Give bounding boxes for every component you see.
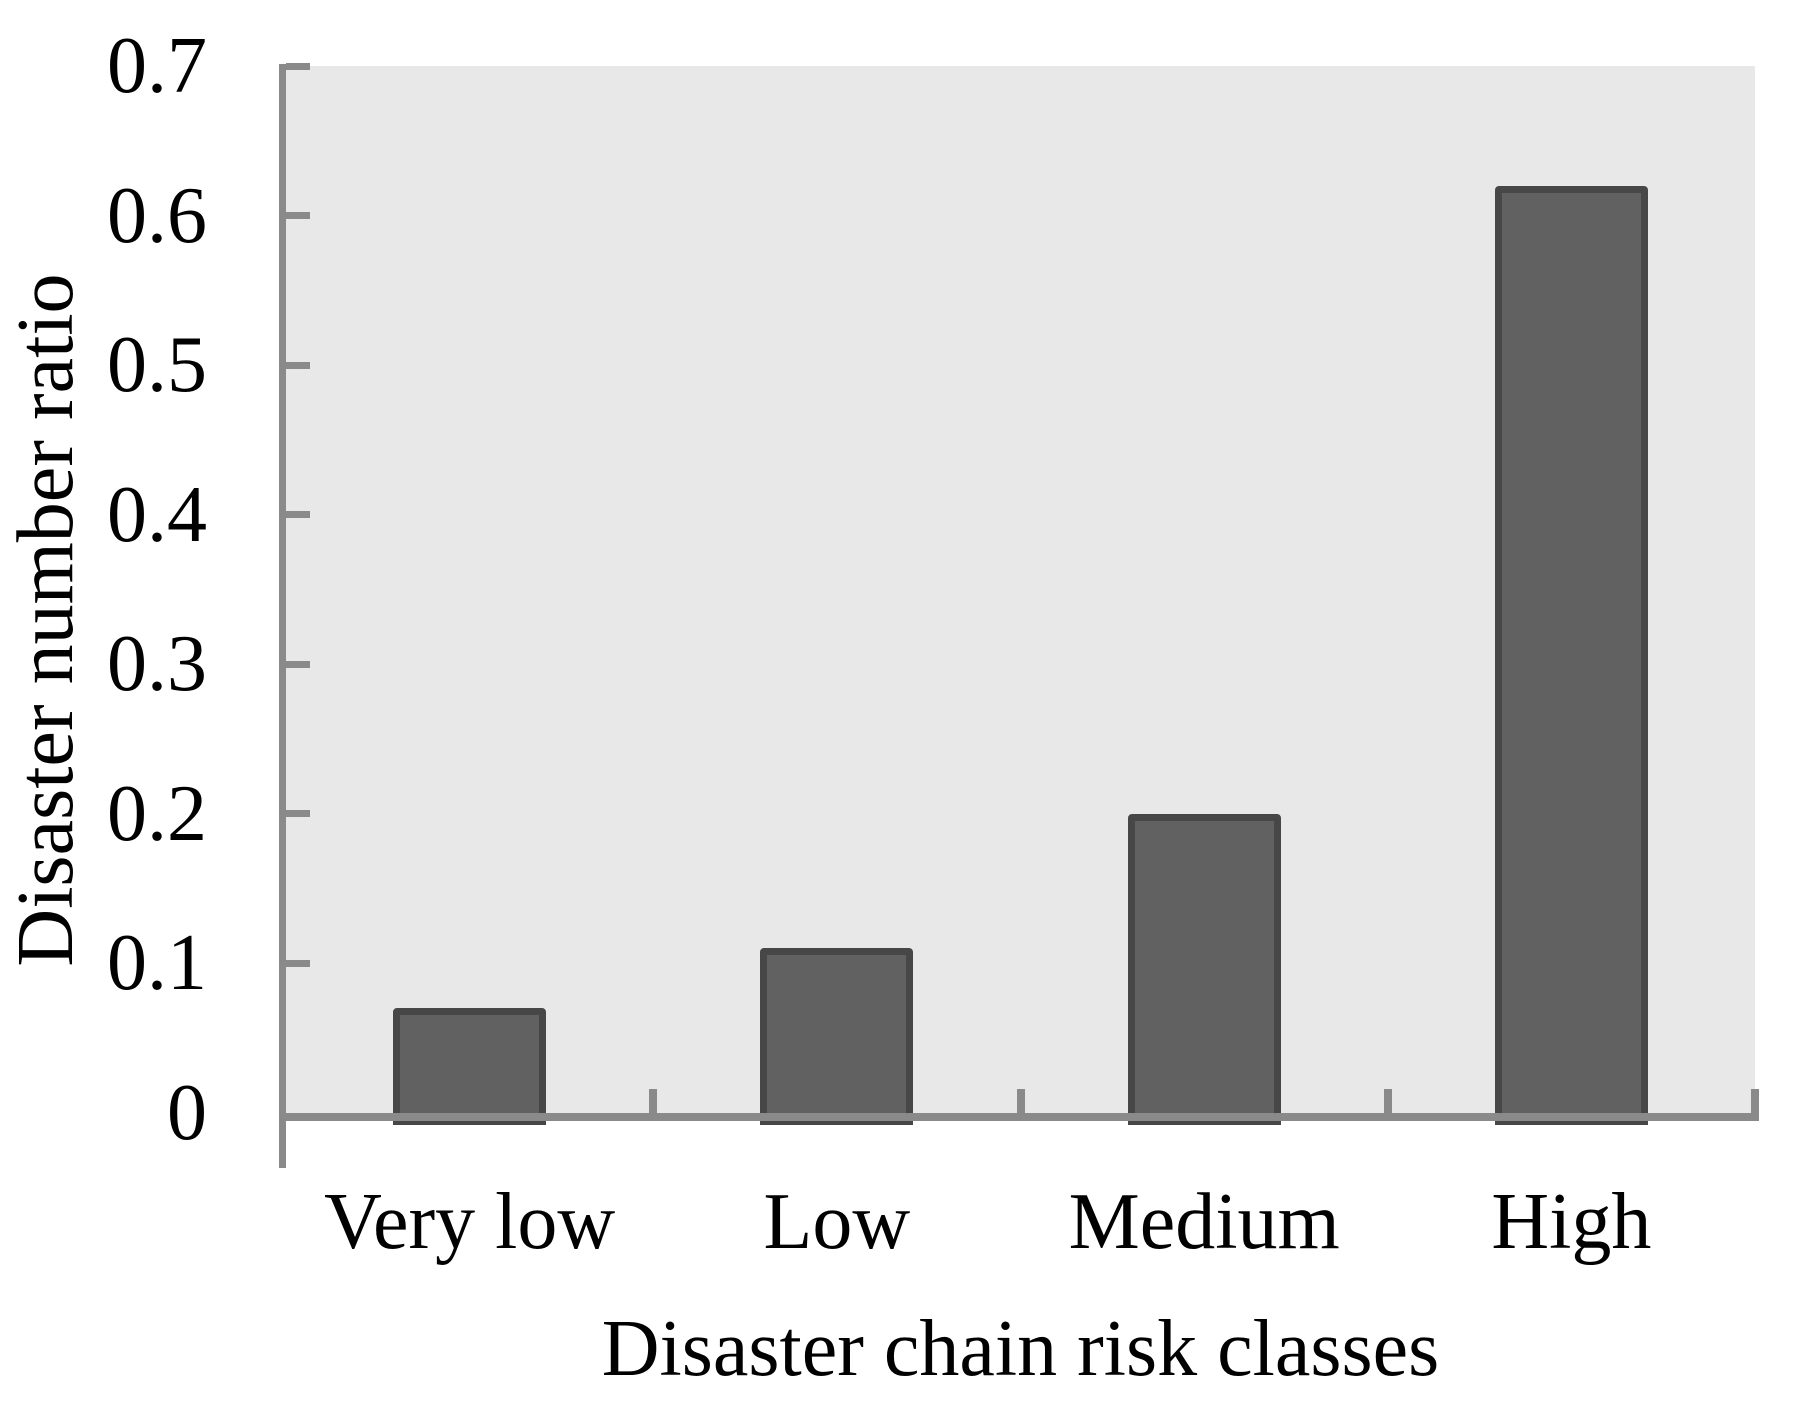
x-axis-line [279,1113,1759,1121]
y-tick [286,660,310,668]
x-axis-title: Disaster chain risk classes [601,1305,1440,1393]
bar-high [1494,185,1648,1125]
x-category-label: High [1491,1178,1652,1266]
x-tick [1383,1089,1392,1113]
y-tick [286,959,310,967]
bar-very-low [393,1008,547,1125]
y-tick-label: 0 [167,1069,207,1157]
y-tick [286,810,310,818]
x-tick [1016,1089,1025,1113]
x-category-label: Medium [1068,1178,1340,1266]
y-tick-label: 0.5 [107,321,207,410]
y-tick-label: 0.7 [107,22,207,110]
y-tick-label: 0.3 [107,620,207,709]
y-tick [286,511,310,519]
bar-medium [1127,813,1281,1125]
x-category-label: Very low [324,1178,616,1266]
y-axis-line [279,64,286,1168]
y-tick-label: 0.2 [107,769,207,858]
y-tick [286,62,310,70]
y-tick-label: 0.6 [107,171,207,260]
y-tick [286,361,310,369]
x-tick [1751,1089,1759,1113]
y-tick [286,212,310,220]
x-category-label: Low [763,1178,911,1266]
bar-low [760,948,914,1125]
y-tick-label: 0.4 [107,470,207,559]
x-tick [649,1089,658,1113]
y-tick-label: 0.1 [107,919,207,1008]
